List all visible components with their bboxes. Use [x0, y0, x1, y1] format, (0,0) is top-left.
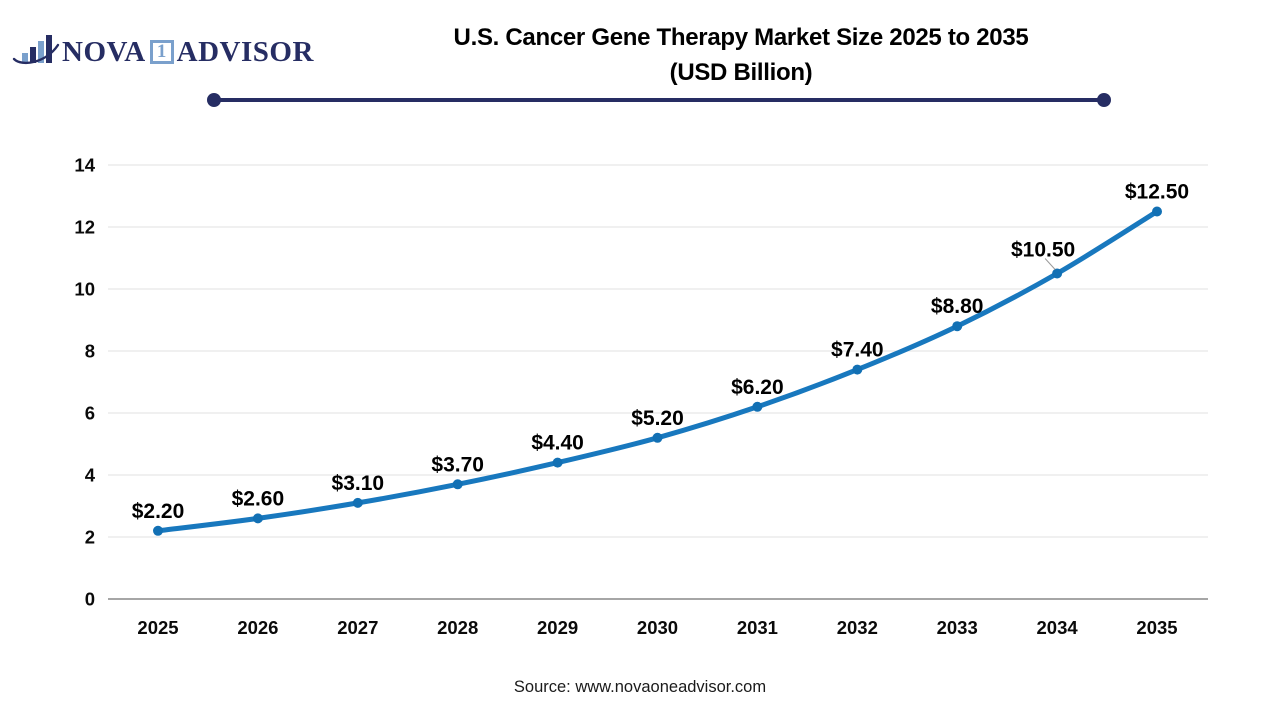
data-label: $2.60 [232, 487, 285, 510]
data-point-2029 [552, 457, 563, 468]
divider-right-dot [1097, 93, 1111, 107]
y-tick-label: 10 [74, 279, 95, 300]
x-tick-label: 2033 [937, 617, 978, 638]
y-tick-label: 8 [85, 341, 95, 362]
y-tick-label: 2 [85, 527, 95, 548]
data-point-2027 [352, 497, 363, 508]
bar-chart-swoosh-icon [12, 35, 60, 65]
chart-title: U.S. Cancer Gene Therapy Market Size 202… [380, 20, 1102, 90]
data-point-2034 [1052, 268, 1063, 279]
logo-text-advisor: ADVISOR [176, 35, 314, 68]
x-tick-label: 2031 [737, 617, 778, 638]
data-point-2031 [752, 401, 763, 412]
data-point-2032 [852, 364, 863, 375]
divider-left-dot [207, 93, 221, 107]
data-point-2035 [1152, 206, 1162, 217]
x-tick-label: 2032 [837, 617, 878, 638]
source-text: Source: www.novaoneadvisor.com [513, 678, 767, 696]
data-label: $6.20 [731, 376, 784, 399]
chart-title-line2: (USD Billion) [669, 59, 813, 86]
title-divider-line [207, 93, 1111, 107]
x-tick-label: 2027 [337, 617, 378, 638]
data-point-2030 [652, 432, 663, 443]
data-label: $7.40 [831, 339, 884, 362]
y-tick-label: 14 [74, 155, 95, 176]
data-label: $2.20 [132, 500, 185, 523]
data-label: $12.50 [1125, 181, 1189, 204]
y-tick-label: 4 [85, 465, 96, 486]
logo-one-badge: 1 [149, 40, 174, 64]
data-point-2033 [952, 321, 963, 332]
x-tick-label: 2030 [637, 617, 678, 638]
data-point-2026 [252, 513, 263, 524]
data-label: $4.40 [531, 432, 584, 455]
nova-one-advisor-logo: NOVA 1 ADVISOR [12, 33, 314, 71]
x-tick-label: 2028 [437, 617, 478, 638]
x-tick-label: 2025 [137, 617, 178, 638]
logo-text-nova: NOVA [62, 35, 146, 68]
x-tick-label: 2034 [1037, 617, 1079, 638]
chart-title-line1: U.S. Cancer Gene Therapy Market Size 202… [453, 24, 1029, 51]
data-label: $8.80 [931, 295, 984, 318]
y-tick-label: 6 [85, 403, 95, 424]
data-point-2025 [153, 525, 163, 536]
data-label: $3.10 [332, 472, 385, 495]
data-point-2028 [452, 479, 463, 490]
data-label: $3.70 [431, 453, 484, 476]
y-tick-label: 0 [85, 589, 95, 610]
y-tick-label: 12 [74, 217, 95, 238]
data-label: $10.50 [1011, 239, 1075, 262]
data-label: $5.20 [631, 407, 684, 430]
data-label-leader-line [1044, 258, 1056, 270]
x-tick-label: 2029 [537, 617, 578, 638]
x-tick-label: 2026 [237, 617, 278, 638]
market-size-series-line [155, 209, 1160, 534]
x-tick-label: 2035 [1136, 617, 1177, 638]
